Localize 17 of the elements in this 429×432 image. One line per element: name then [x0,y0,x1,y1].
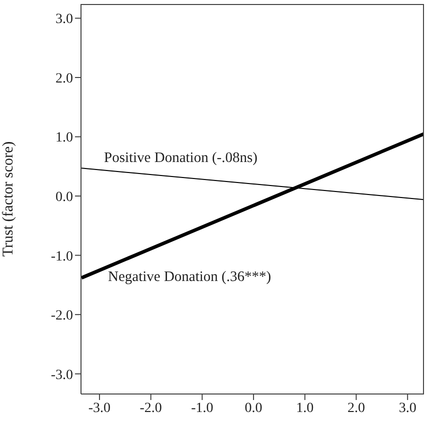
y-tick-label: 1.0 [56,130,73,146]
x-tick-label: 2.0 [347,400,365,416]
y-tick-label: 3.0 [56,12,73,28]
x-tick-label: 0.0 [244,400,262,416]
y-axis-title: Trust (factor score) [0,141,16,257]
x-tick-label: -2.0 [140,400,162,416]
y-tick-label: -2.0 [50,308,73,324]
y-tick-label: 2.0 [56,71,73,86]
x-tick-label: 3.0 [398,400,416,416]
annotation: Negative Donation (.36***) [108,269,272,286]
y-tick-label: 0.0 [56,190,73,206]
x-tick-label: -3.0 [88,400,111,416]
y-tick-label: -3.0 [50,368,73,383]
x-tick-label: -1.0 [191,400,214,416]
annotation: Positive Donation (-.08ns) [104,150,258,167]
y-tick-label: -1.0 [50,249,73,264]
x-tick-label: 1.0 [296,400,314,416]
